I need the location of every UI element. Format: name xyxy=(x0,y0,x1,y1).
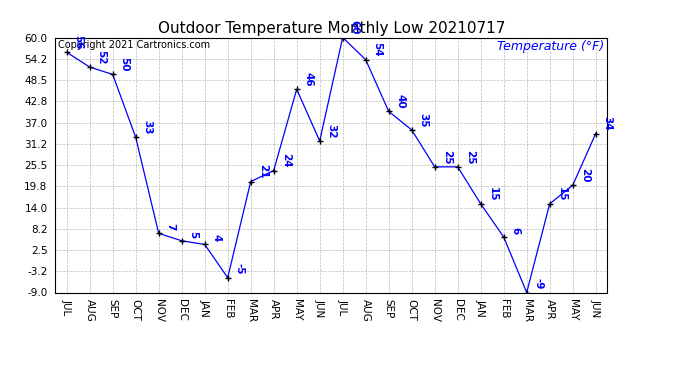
Title: Outdoor Temperature Monthly Low 20210717: Outdoor Temperature Monthly Low 20210717 xyxy=(157,21,505,36)
Text: 15: 15 xyxy=(557,186,566,201)
Text: 15: 15 xyxy=(488,186,497,201)
Text: -5: -5 xyxy=(235,264,245,275)
Text: 21: 21 xyxy=(257,164,268,179)
Text: 20: 20 xyxy=(580,168,590,183)
Text: 34: 34 xyxy=(602,116,613,131)
Text: Temperature (°F): Temperature (°F) xyxy=(497,40,604,53)
Text: 46: 46 xyxy=(304,72,314,87)
Text: 25: 25 xyxy=(464,150,475,164)
Text: 7: 7 xyxy=(166,223,176,231)
Text: 60: 60 xyxy=(350,20,359,35)
Text: 25: 25 xyxy=(442,150,452,164)
Text: 56: 56 xyxy=(74,35,83,50)
Text: 24: 24 xyxy=(281,153,290,168)
Text: 52: 52 xyxy=(97,50,107,64)
Text: 6: 6 xyxy=(511,227,521,234)
Text: Copyright 2021 Cartronics.com: Copyright 2021 Cartronics.com xyxy=(58,40,210,50)
Text: 35: 35 xyxy=(419,112,428,127)
Text: 54: 54 xyxy=(373,42,383,57)
Text: 50: 50 xyxy=(119,57,130,72)
Text: 4: 4 xyxy=(212,234,221,242)
Text: 33: 33 xyxy=(143,120,152,135)
Text: 32: 32 xyxy=(326,124,337,138)
Text: 40: 40 xyxy=(395,94,406,109)
Text: 5: 5 xyxy=(188,231,199,238)
Text: -9: -9 xyxy=(533,278,544,290)
